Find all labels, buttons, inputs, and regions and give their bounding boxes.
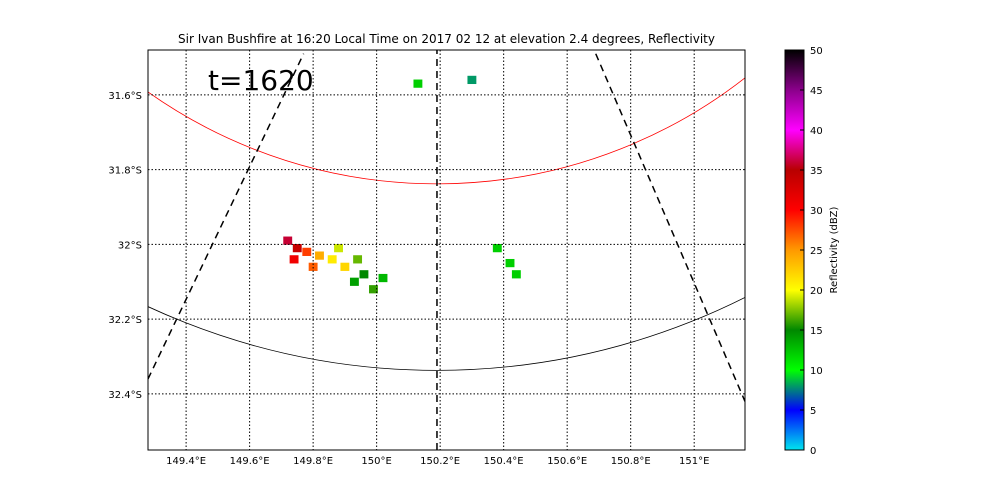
echo-cell bbox=[378, 273, 388, 283]
reflectivity-echoes bbox=[283, 75, 521, 294]
colorbar-tick-label: 50 bbox=[810, 46, 823, 57]
x-tick-label: 149.6°E bbox=[230, 456, 270, 467]
colorbar-tick-label: 30 bbox=[810, 206, 823, 217]
echo-cell bbox=[302, 247, 312, 256]
colorbar-tick-label: 20 bbox=[810, 286, 823, 297]
echo-cell bbox=[327, 255, 337, 264]
echo-cell bbox=[492, 244, 502, 253]
range-ring bbox=[148, 296, 745, 371]
echo-cell bbox=[467, 75, 477, 85]
colorbar-tick-label: 15 bbox=[810, 326, 823, 337]
colorbar: 0 5 10 15 20 25 30 35 40 45 50 Reflectivity (dBZ) bbox=[784, 46, 840, 457]
echo-cell bbox=[315, 251, 324, 260]
y-axis-ticks: 31.6°S 31.8°S 32°S 32.2°S 32.4°S bbox=[108, 91, 142, 401]
x-tick-label: 150.6°E bbox=[547, 456, 587, 467]
time-annotation: t=1620 bbox=[208, 64, 314, 97]
y-tick-label: 32.4°S bbox=[108, 390, 142, 401]
x-axis-ticks: 149.4°E 149.6°E 149.8°E 150°E 150.2°E 150.4°E… bbox=[166, 456, 709, 467]
x-tick-label: 150°E bbox=[361, 456, 391, 467]
echo-cell bbox=[359, 270, 369, 279]
echo-cell bbox=[505, 258, 515, 268]
x-tick-label: 150.8°E bbox=[611, 456, 651, 467]
colorbar-label: Reflectivity (dBZ) bbox=[829, 206, 840, 293]
chart-title: Sir Ivan Bushfire at 16:20 Local Time on… bbox=[178, 32, 715, 46]
x-tick-label: 149.8°E bbox=[293, 456, 333, 467]
echo-cell bbox=[413, 79, 423, 88]
x-tick-label: 150.4°E bbox=[484, 456, 524, 467]
x-tick-label: 149.4°E bbox=[166, 456, 206, 467]
echo-cell bbox=[283, 236, 293, 245]
echo-cell bbox=[349, 277, 359, 286]
colorbar-ticks: 0 5 10 15 20 25 30 35 40 45 50 bbox=[800, 46, 823, 457]
colorbar-tick-label: 0 bbox=[810, 446, 816, 457]
colorbar-tick-label: 45 bbox=[810, 86, 823, 97]
echo-cell bbox=[334, 244, 343, 253]
echo-cell bbox=[353, 255, 363, 264]
echo-cell bbox=[340, 262, 350, 271]
radial-lines bbox=[148, 50, 745, 450]
radial-line bbox=[148, 53, 305, 380]
echo-cell bbox=[289, 255, 299, 264]
y-tick-label: 32.2°S bbox=[108, 315, 142, 326]
colorbar-tick-label: 35 bbox=[810, 166, 823, 177]
colorbar-tick-label: 40 bbox=[810, 126, 823, 137]
echo-cell bbox=[511, 270, 521, 279]
echo-cell bbox=[369, 285, 378, 294]
colorbar-tick-label: 10 bbox=[810, 366, 823, 377]
radial-line bbox=[595, 53, 745, 402]
y-tick-label: 32°S bbox=[118, 240, 142, 251]
colorbar-tick-label: 25 bbox=[810, 246, 823, 257]
echo-cell bbox=[292, 244, 302, 253]
y-tick-label: 31.8°S bbox=[108, 166, 142, 177]
x-tick-label: 151°E bbox=[679, 456, 709, 467]
echo-cell bbox=[308, 262, 318, 271]
plot-background bbox=[148, 50, 745, 450]
y-tick-label: 31.6°S bbox=[108, 91, 142, 102]
x-tick-label: 150.2°E bbox=[420, 456, 460, 467]
plot-frame bbox=[147, 49, 746, 451]
colorbar-tick-label: 5 bbox=[810, 406, 816, 417]
graticule bbox=[148, 50, 745, 450]
